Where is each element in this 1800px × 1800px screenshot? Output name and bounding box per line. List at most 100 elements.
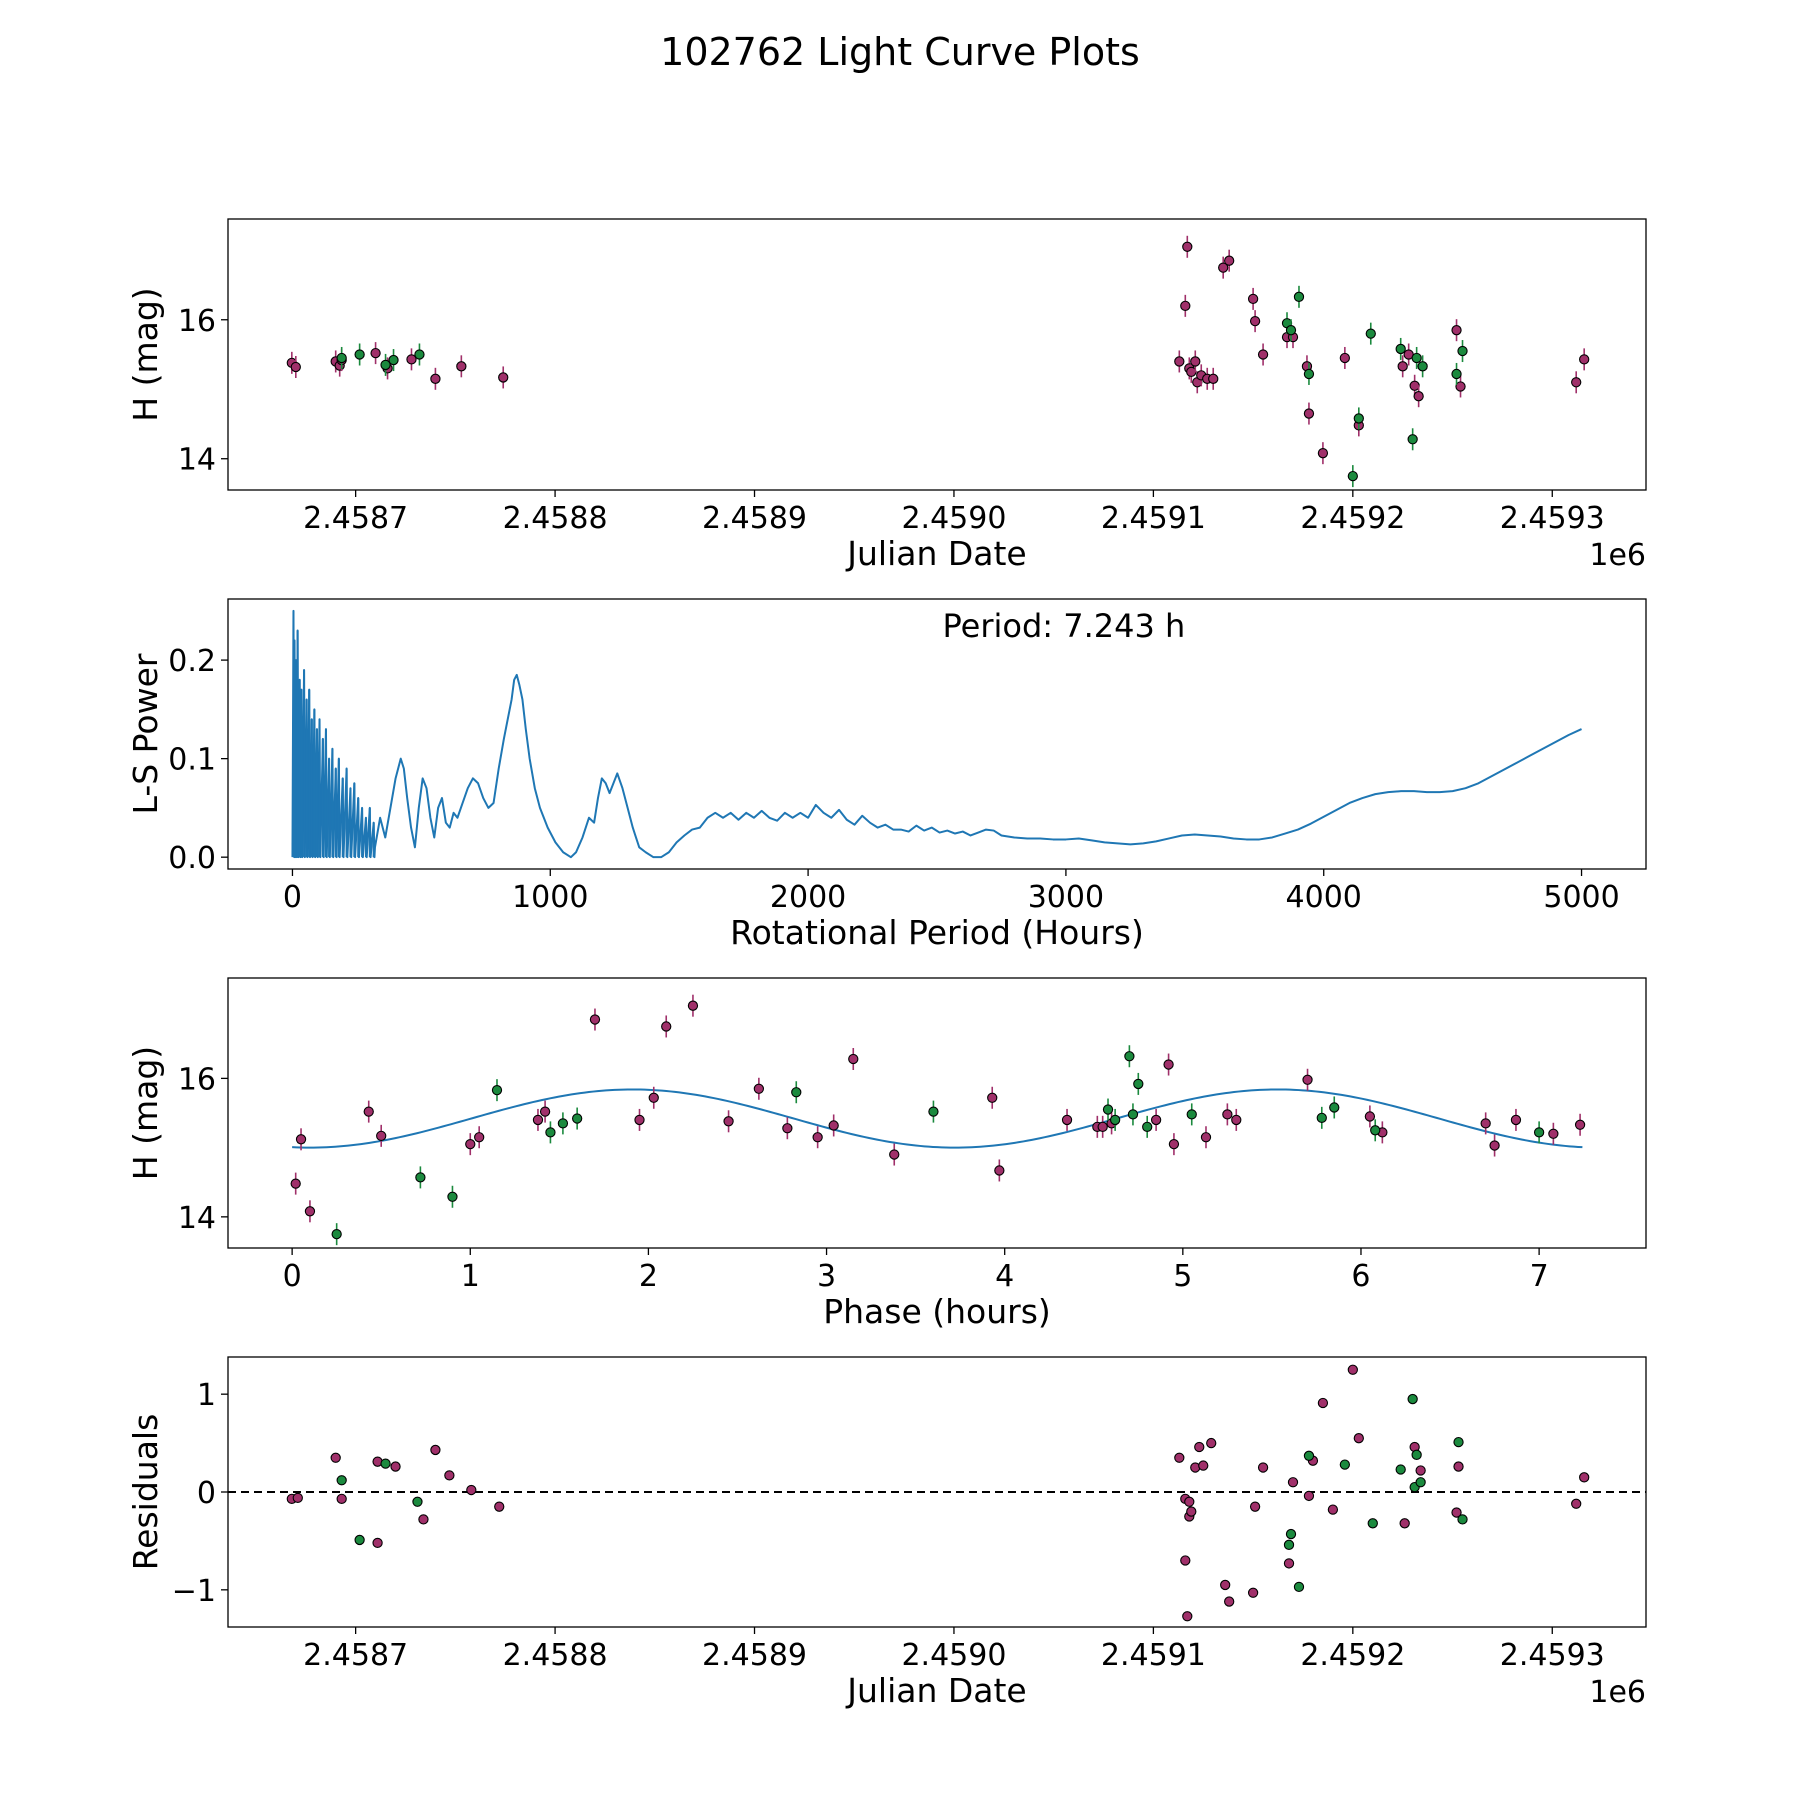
data-point-magenta (376, 1130, 387, 1141)
x-tick-label: 1000 (512, 880, 588, 915)
x-tick-label: 2.4592 (1300, 1638, 1405, 1673)
x-tick-label: 2.4588 (503, 1638, 608, 1673)
x-tick-label: 2 (639, 1259, 658, 1294)
data-point-magenta (1574, 1119, 1586, 1130)
x-tick-label: 0 (283, 880, 302, 915)
data-point-magenta (430, 1444, 441, 1456)
panel-raw: 2.4587 2.4588 2.4589 2.4590 2.4591 2.4592 2.45… (126, 218, 1647, 573)
data-point-green (1407, 434, 1418, 445)
data-point-green (1316, 1112, 1327, 1123)
data-point-magenta (1317, 1397, 1329, 1409)
data-point-green (1370, 1125, 1381, 1136)
data-point-magenta (498, 372, 509, 383)
y-tick-label: 1 (197, 1378, 216, 1413)
x-tick-label: 2.4591 (1101, 501, 1206, 536)
data-point-green (1339, 1459, 1350, 1470)
data-point-magenta (1097, 1121, 1108, 1132)
y-tick-label: 16 (178, 304, 216, 339)
data-point-magenta (456, 361, 467, 372)
data-point-magenta (1180, 300, 1191, 312)
data-point-magenta (1247, 293, 1259, 305)
data-point-green (1293, 1581, 1305, 1593)
panel-residuals: 2.4587 2.4588 2.4589 2.4590 2.4591 2.4592 2.45… (126, 1356, 1647, 1710)
x-axis-label: Phase (hours) (823, 1292, 1051, 1331)
x-tick-label: 3 (817, 1259, 836, 1294)
data-point-magenta (1413, 391, 1424, 402)
y-axis-label: Residuals (126, 1414, 165, 1571)
data-point-magenta (1061, 1114, 1073, 1126)
data-point-magenta (1180, 1555, 1191, 1566)
data-point-magenta (466, 1484, 477, 1496)
y-tick-label: 0.2 (168, 644, 216, 679)
data-point-magenta (330, 1452, 341, 1463)
data-point-magenta (1399, 1518, 1410, 1529)
data-point-green (1451, 368, 1462, 380)
x-tick-label: 2.4590 (901, 1638, 1006, 1673)
x-tick-label: 0 (283, 1259, 302, 1294)
data-point-green (1365, 328, 1376, 339)
data-point-magenta (648, 1092, 659, 1103)
data-point-magenta (390, 1461, 401, 1472)
data-point-magenta (1347, 1364, 1358, 1375)
data-point-green (380, 1458, 391, 1469)
plot-area (227, 218, 1647, 491)
data-point-green (354, 1534, 365, 1546)
data-point-magenta (1182, 1611, 1193, 1622)
data-point-green (1417, 361, 1428, 372)
x-tick-label: 2.4587 (303, 501, 408, 536)
data-point-magenta (987, 1092, 998, 1103)
data-point-green (1347, 470, 1358, 482)
x-tick-label: 2.4590 (901, 501, 1006, 536)
data-point-green (572, 1113, 583, 1124)
data-point-green (1415, 1477, 1426, 1488)
data-point-magenta (290, 1178, 301, 1189)
data-point-magenta (1489, 1140, 1500, 1151)
data-point-magenta (1397, 361, 1408, 372)
data-point-magenta (1455, 381, 1466, 392)
data-point-green (388, 354, 399, 366)
data-point-magenta (465, 1139, 476, 1150)
x-axis-label: Julian Date (845, 534, 1027, 573)
x-tick-label: 2.4593 (1500, 501, 1605, 536)
y-tick-label: 0.0 (168, 841, 216, 876)
data-point-magenta (1222, 1109, 1233, 1120)
data-point-magenta (994, 1165, 1005, 1176)
data-point-magenta (295, 1134, 307, 1145)
marks-residuals (286, 1364, 1590, 1622)
figure-title: 102762 Light Curve Plots (660, 30, 1140, 74)
data-point-green (1285, 1528, 1297, 1540)
data-point-green (1133, 1078, 1144, 1090)
marks-raw (286, 235, 1590, 488)
data-point-green (1533, 1127, 1545, 1138)
x-tick-label: 5 (1173, 1259, 1192, 1294)
data-point-magenta (290, 361, 301, 373)
data-point-green (791, 1087, 802, 1098)
x-tick-label: 2.4592 (1300, 501, 1405, 536)
data-point-magenta (1231, 1114, 1242, 1126)
fit-curve (292, 1088, 1583, 1149)
data-point-magenta (1451, 325, 1462, 336)
data-point-magenta (687, 1000, 699, 1011)
data-point-magenta (370, 347, 381, 359)
marks-periodogram (291, 609, 1582, 859)
data-point-green (928, 1106, 939, 1117)
data-point-green (414, 349, 425, 360)
data-point-magenta (1451, 1507, 1462, 1518)
data-point-green (557, 1118, 569, 1129)
data-point-magenta (634, 1114, 645, 1126)
periodogram-line (291, 609, 1582, 859)
data-point-magenta (753, 1083, 765, 1094)
x-tick-label: 2000 (770, 880, 846, 915)
x-tick-label: 7 (1530, 1259, 1549, 1294)
data-point-magenta (848, 1053, 859, 1065)
y-axis-label: H (mag) (126, 1046, 165, 1180)
data-point-magenta (1302, 1074, 1313, 1085)
data-point-green (1457, 345, 1468, 357)
y-tick-label: 14 (178, 1201, 216, 1236)
data-point-magenta (1194, 1441, 1205, 1453)
data-point-green (1395, 1464, 1406, 1475)
x-tick-label: 2.4587 (303, 1638, 408, 1673)
data-point-magenta (1303, 1490, 1315, 1502)
data-point-magenta (1303, 408, 1315, 419)
data-point-magenta (494, 1501, 505, 1512)
